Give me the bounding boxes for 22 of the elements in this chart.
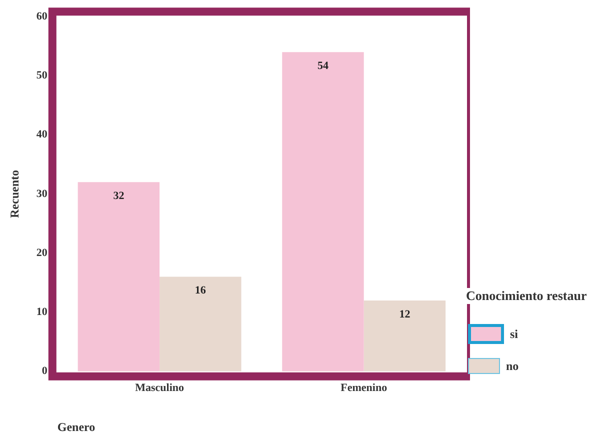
x-axis-title: Genero bbox=[57, 420, 96, 434]
y-tick-label: 50 bbox=[36, 70, 48, 82]
legend-label: no bbox=[506, 358, 519, 374]
y-tick-label: 20 bbox=[36, 246, 48, 259]
data-label: 12 bbox=[399, 308, 411, 320]
x-tick-label: Masculino bbox=[135, 382, 184, 394]
legend-label: si bbox=[510, 326, 518, 342]
bar bbox=[282, 52, 364, 372]
bar bbox=[160, 276, 242, 372]
data-label: 32 bbox=[113, 190, 125, 202]
bar bbox=[364, 300, 446, 372]
y-tick-label: 60 bbox=[36, 10, 48, 22]
y-tick-label: 10 bbox=[36, 306, 48, 318]
data-label: 16 bbox=[194, 284, 206, 297]
data-label: 54 bbox=[317, 60, 329, 72]
y-axis-title: Recuento bbox=[7, 170, 22, 218]
y-tick-label: 0 bbox=[42, 365, 48, 378]
x-tick-label: Femenino bbox=[340, 382, 388, 394]
legend-title: Conocimiento restaur bbox=[466, 288, 587, 304]
y-tick-label: 40 bbox=[36, 128, 48, 141]
y-tick-label: 30 bbox=[36, 188, 48, 200]
bar bbox=[78, 182, 160, 372]
